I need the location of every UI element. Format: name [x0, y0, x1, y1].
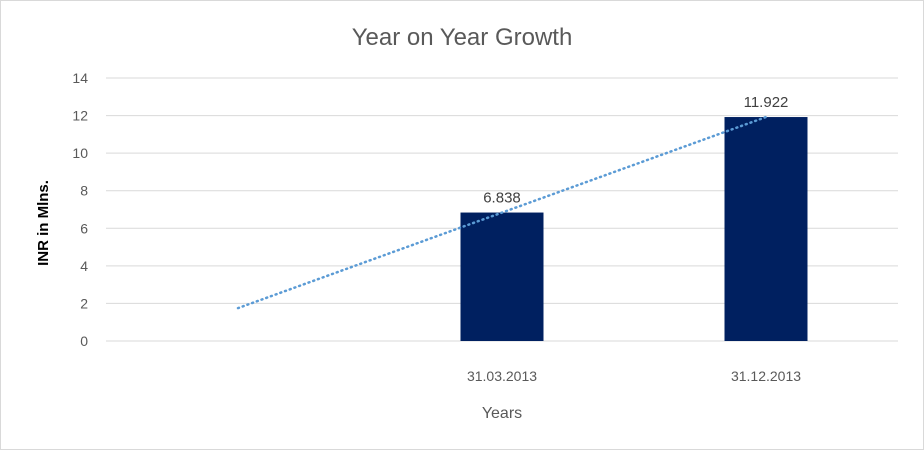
x-tick-label: 31.12.2013: [731, 368, 801, 384]
data-label: 6.838: [483, 190, 521, 207]
y-tick-label: 12: [72, 108, 88, 124]
y-axis-label: INR in Mlns.: [35, 180, 52, 266]
bars: [460, 117, 808, 341]
y-tick-label: 8: [80, 183, 88, 199]
x-tick-label: 31.03.2013: [467, 368, 537, 384]
y-tick-label: 4: [80, 258, 88, 274]
bar: [460, 212, 544, 341]
data-labels: 6.838 11.922: [483, 94, 788, 207]
y-tick-label: 0: [80, 333, 88, 349]
y-tick-label: 6: [80, 220, 88, 236]
y-tick-label: 14: [72, 70, 88, 86]
data-label: 11.922: [744, 94, 789, 111]
chart-title: Year on Year Growth: [352, 24, 573, 51]
x-axis-label: Years: [482, 405, 522, 422]
trendline-path: [236, 115, 768, 310]
y-tick-label: 2: [80, 295, 88, 311]
trendline: [236, 115, 768, 310]
y-tick-label: 10: [72, 145, 88, 161]
bar: [724, 117, 808, 341]
y-axis-ticks: 0 2 4 6 8 10 12 14: [72, 70, 88, 349]
x-axis-ticks: 31.03.2013 31.12.2013: [467, 368, 801, 384]
